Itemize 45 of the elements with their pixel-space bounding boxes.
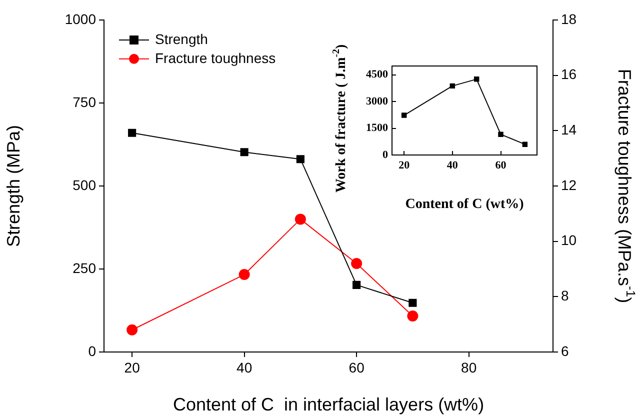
point [474,76,480,82]
point [240,148,248,156]
y2-tick-label: 10 [561,232,577,248]
x-tick-label: 60 [348,359,365,376]
point [401,112,407,118]
point [238,269,250,280]
x-tick-label: 20 [124,359,140,376]
point [522,142,528,147]
legend-label: Fracture toughness [155,50,276,66]
y-tick-label: 750 [72,94,96,110]
x-axis-title: Content of C in interfacial layers (wt%) [172,394,484,414]
point [294,214,306,225]
y-tick-label: 0 [382,148,388,161]
point [498,132,504,137]
legend-label: Strength [155,30,208,47]
y2-tick-label: 14 [561,122,577,138]
x-tick-label: 80 [461,359,477,376]
point [450,83,456,89]
y-tick-label: 500 [72,176,96,193]
x-tick-label: 60 [495,159,507,172]
y2-tick-label: 8 [561,288,569,304]
x-tick-label: 20 [398,159,410,172]
y2-axis-title: Fracture toughness (MPa.s-1) [614,68,637,304]
y2-tick-label: 16 [561,66,577,82]
y2-tick-label: 6 [561,342,569,359]
y-tick-label: 1500 [366,122,388,134]
y2-tick-label: 18 [561,10,577,27]
y-axis-title: Strength (MPa) [3,124,24,248]
y2-tick-label: 12 [561,176,577,193]
point [408,298,417,307]
point [352,280,361,289]
point [128,128,136,137]
x-tick-label: 40 [446,159,458,172]
x-axis-title: Content of C (wt%) [405,197,524,212]
x-tick-label: 40 [236,359,252,376]
y-tick-label: 1000 [64,10,96,27]
point [351,258,362,269]
point [126,324,138,336]
y-axis-title: Work of fracture ( J.m-2) [330,44,349,193]
y-tick-label: 0 [88,342,96,359]
point [407,310,418,322]
y-tick-label: 250 [72,260,96,276]
y-tick-label: 3000 [366,95,388,108]
point [296,155,304,164]
y-tick-label: 4500 [366,68,388,81]
